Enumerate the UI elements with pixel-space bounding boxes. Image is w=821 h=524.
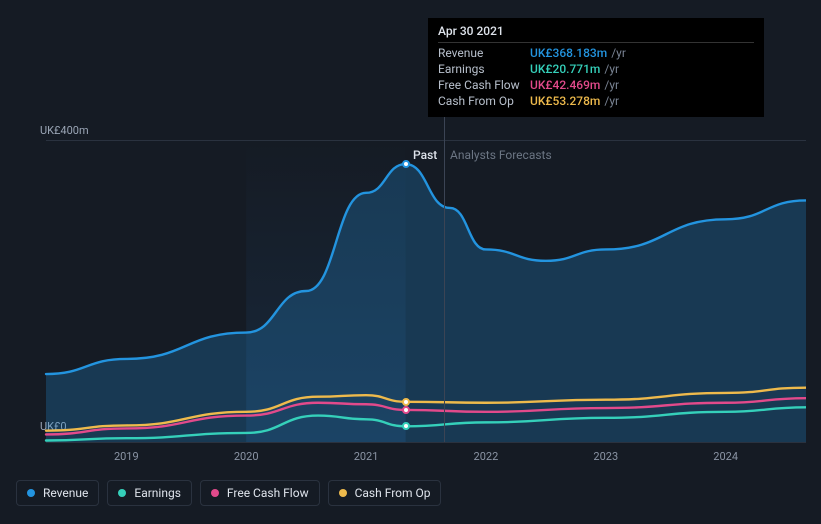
marker-dot-revenue — [402, 160, 410, 168]
tooltip-row-value: UK£42.469m — [530, 78, 600, 92]
tooltip-row-label: Revenue — [438, 46, 530, 60]
legend-label: Free Cash Flow — [227, 486, 309, 500]
tooltip-row-label: Cash From Op — [438, 94, 530, 108]
legend-item-revenue[interactable]: Revenue — [16, 480, 99, 506]
x-tick-label: 2024 — [713, 450, 738, 463]
tooltip-row-value: UK£368.183m — [530, 46, 607, 60]
tooltip-row-value: UK£53.278m — [530, 94, 600, 108]
tooltip-row: Cash From OpUK£53.278m/yr — [438, 93, 754, 109]
legend-swatch — [211, 489, 219, 497]
tooltip-row: RevenueUK£368.183m/yr — [438, 45, 754, 61]
legend-swatch — [339, 489, 347, 497]
tooltip-row-unit: /yr — [604, 94, 619, 108]
tooltip-row-label: Earnings — [438, 62, 530, 76]
x-tick-label: 2019 — [114, 450, 139, 463]
past-label: Past — [413, 148, 437, 162]
legend-label: Earnings — [134, 486, 181, 500]
marker-dot-free_cash_flow — [402, 406, 410, 414]
tooltip-row-label: Free Cash Flow — [438, 78, 530, 92]
tooltip-row-value: UK£20.771m — [530, 62, 600, 76]
legend-swatch — [27, 489, 35, 497]
chart-tooltip: Apr 30 2021 RevenueUK£368.183m/yrEarning… — [428, 18, 764, 117]
legend-label: Revenue — [43, 486, 88, 500]
forecast-label: Analysts Forecasts — [450, 148, 552, 162]
legend-item-free_cash_flow[interactable]: Free Cash Flow — [200, 480, 320, 506]
x-tick-label: 2023 — [593, 450, 618, 463]
tooltip-row: Free Cash FlowUK£42.469m/yr — [438, 77, 754, 93]
marker-dot-earnings — [402, 422, 410, 430]
legend-label: Cash From Op — [355, 486, 431, 500]
tooltip-row-unit: /yr — [611, 46, 626, 60]
marker-dot-cash_from_op — [402, 398, 410, 406]
x-tick-label: 2022 — [474, 450, 499, 463]
tooltip-row: EarningsUK£20.771m/yr — [438, 61, 754, 77]
legend-item-earnings[interactable]: Earnings — [107, 480, 192, 506]
x-tick-label: 2020 — [234, 450, 259, 463]
grid-line — [46, 442, 806, 443]
tooltip-date: Apr 30 2021 — [438, 24, 754, 43]
tooltip-row-unit: /yr — [604, 62, 619, 76]
x-axis: 2019 2020 2021 2022 2023 2024 — [16, 450, 806, 468]
x-tick-label: 2021 — [354, 450, 379, 463]
tooltip-row-unit: /yr — [604, 78, 619, 92]
legend-item-cash_from_op[interactable]: Cash From Op — [328, 480, 442, 506]
chart-legend: Revenue Earnings Free Cash Flow Cash From O… — [16, 480, 441, 506]
legend-swatch — [118, 489, 126, 497]
